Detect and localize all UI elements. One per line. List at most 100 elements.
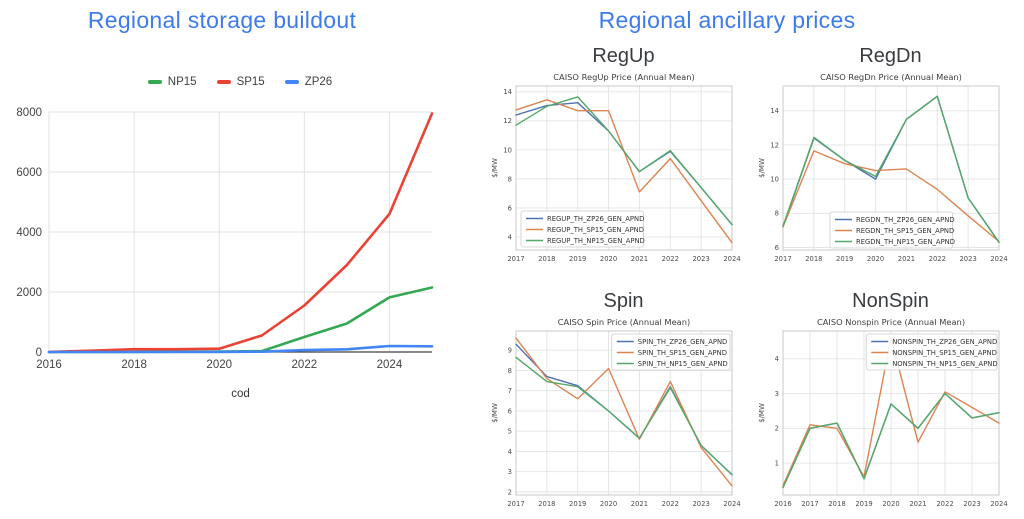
svg-text:4: 4	[508, 448, 512, 456]
svg-text:2020: 2020	[600, 500, 617, 508]
chart-legend	[611, 333, 731, 371]
svg-text:4: 4	[775, 355, 779, 363]
legend-label: SPIN_TH_NP15_GEN_APND	[638, 360, 728, 368]
svg-text:2: 2	[775, 425, 779, 433]
spin-heading: Spin	[603, 290, 644, 312]
regdn-heading: RegDn	[859, 45, 922, 67]
legend-label: NONSPIN_TH_ZP26_GEN_APND	[892, 338, 997, 346]
svg-text:2024: 2024	[990, 255, 1007, 263]
svg-text:2022: 2022	[662, 500, 679, 508]
svg-text:2018: 2018	[121, 359, 147, 371]
svg-text:7: 7	[508, 387, 512, 395]
legend-label: REGUP_TH_NP15_GEN_APND	[547, 237, 645, 245]
svg-text:4000: 4000	[16, 227, 42, 239]
series-REGUP_TH_NP15_GEN_APND	[515, 96, 733, 226]
svg-text:2018: 2018	[538, 255, 555, 263]
svg-text:2020: 2020	[867, 255, 884, 263]
legend-item-SP15: SP15	[216, 76, 265, 88]
chart-legend	[829, 211, 953, 249]
svg-text:8: 8	[775, 210, 779, 218]
svg-text:2023: 2023	[963, 500, 980, 508]
svg-text:2022: 2022	[936, 500, 953, 508]
chart-title: CAISO RegDn Price (Annual Mean)	[820, 72, 962, 82]
series-SPIN_TH_NP15_GEN_APND	[515, 356, 733, 476]
regdn-chart: RegDn CAISO RegDn Price (Annual Mean) 6 8 1…	[757, 44, 1024, 274]
chart-title: CAISO RegUp Price (Annual Mean)	[553, 72, 695, 82]
legend-label: REGDN_TH_NP15_GEN_APND	[856, 238, 955, 246]
svg-text:2016: 2016	[774, 500, 791, 508]
yaxis-label: $/MW	[491, 403, 499, 423]
svg-text:2018: 2018	[805, 255, 822, 263]
svg-text:3: 3	[508, 468, 512, 476]
legend-label: SP15	[236, 76, 265, 88]
svg-text:2019: 2019	[855, 500, 872, 508]
svg-text:9: 9	[508, 347, 512, 355]
yaxis-label: $/MW	[758, 403, 766, 423]
svg-text:2019: 2019	[569, 500, 586, 508]
svg-text:12: 12	[770, 141, 779, 149]
series-REGDN_TH_NP15_GEN_APND	[782, 95, 1000, 244]
right-panel-title: Regional ancillary prices	[598, 7, 856, 33]
svg-text:2020: 2020	[600, 255, 617, 263]
svg-text:14: 14	[503, 88, 512, 96]
legend-label: REGUP_TH_ZP26_GEN_APND	[547, 215, 644, 223]
legend-label: SPIN_TH_ZP26_GEN_APND	[638, 338, 727, 346]
svg-text:1: 1	[775, 459, 779, 467]
svg-text:14: 14	[770, 107, 779, 115]
svg-text:4: 4	[508, 233, 512, 241]
svg-text:2020: 2020	[882, 500, 899, 508]
svg-text:2016: 2016	[36, 359, 62, 371]
svg-text:2022: 2022	[929, 255, 946, 263]
legend-label: NONSPIN_TH_NP15_GEN_APND	[892, 360, 997, 368]
svg-text:2018: 2018	[538, 500, 555, 508]
svg-text:2020: 2020	[206, 359, 232, 371]
series-ZP26	[47, 344, 434, 354]
regup-heading: RegUp	[592, 45, 655, 67]
svg-text:2023: 2023	[692, 500, 709, 508]
svg-text:2000: 2000	[16, 287, 42, 299]
legend-label: NP15	[167, 76, 197, 88]
regdn-chart-svg: CAISO RegDn Price (Annual Mean) 6 8 10 12 14 2…	[758, 72, 1008, 263]
legend-item-NP15: NP15	[147, 76, 197, 88]
svg-text:8: 8	[508, 367, 512, 375]
storage-xaxis-label: cod	[231, 388, 250, 400]
svg-text:2017: 2017	[507, 255, 524, 263]
svg-text:2022: 2022	[662, 255, 679, 263]
series-NONSPIN_TH_NP15_GEN_APND	[782, 392, 1000, 489]
svg-text:2024: 2024	[990, 500, 1007, 508]
legend-swatch-icon	[284, 80, 299, 84]
nonspin-chart-svg: CAISO Nonspin Price (Annual Mean) 1 2 3 4 201…	[758, 317, 1008, 508]
svg-text:2018: 2018	[828, 500, 845, 508]
legend-item-ZP26: ZP26	[284, 76, 333, 88]
svg-text:2023: 2023	[692, 255, 709, 263]
legend-label: REGDN_TH_ZP26_GEN_APND	[856, 216, 955, 224]
svg-text:2024: 2024	[377, 359, 403, 371]
spin-chart-svg: CAISO Spin Price (Annual Mean) 2 3 4 5 6 7 8 9 20…	[491, 317, 741, 508]
svg-text:8: 8	[508, 175, 512, 183]
svg-text:2021: 2021	[631, 255, 648, 263]
storage-buildout-chart: 0 2000 4000 6000 8000 2016 2018 2020 2022 2024 cod	[16, 107, 434, 400]
chart-title: CAISO Nonspin Price (Annual Mean)	[817, 317, 965, 327]
legend-label: ZP26	[304, 76, 333, 88]
legend-label: REGDN_TH_SP15_GEN_APND	[856, 227, 954, 235]
svg-text:2021: 2021	[898, 255, 915, 263]
svg-text:10: 10	[503, 146, 512, 154]
regup-chart: RegUp CAISO RegUp Price (Annual Mean) 4 6 8…	[490, 44, 757, 274]
legend-label: REGUP_TH_SP15_GEN_APND	[547, 226, 644, 234]
svg-text:2019: 2019	[569, 255, 586, 263]
svg-text:2023: 2023	[959, 255, 976, 263]
nonspin-heading: NonSpin	[852, 290, 929, 312]
spin-chart: Spin CAISO Spin Price (Annual Mean) 2 3 4 5 6…	[490, 289, 757, 519]
regup-chart-svg: CAISO RegUp Price (Annual Mean) 4 6 8 10 12 14…	[491, 72, 741, 263]
svg-text:2024: 2024	[723, 255, 740, 263]
svg-text:10: 10	[770, 176, 779, 184]
chart-title: CAISO Spin Price (Annual Mean)	[558, 317, 691, 327]
svg-text:12: 12	[503, 117, 512, 125]
nonspin-chart: NonSpin CAISO Nonspin Price (Annual Mean…	[757, 289, 1024, 519]
svg-text:2: 2	[508, 488, 512, 496]
legend-swatch-icon	[216, 80, 231, 84]
series-SP15	[47, 112, 434, 354]
svg-text:2019: 2019	[836, 255, 853, 263]
svg-text:2021: 2021	[631, 500, 648, 508]
